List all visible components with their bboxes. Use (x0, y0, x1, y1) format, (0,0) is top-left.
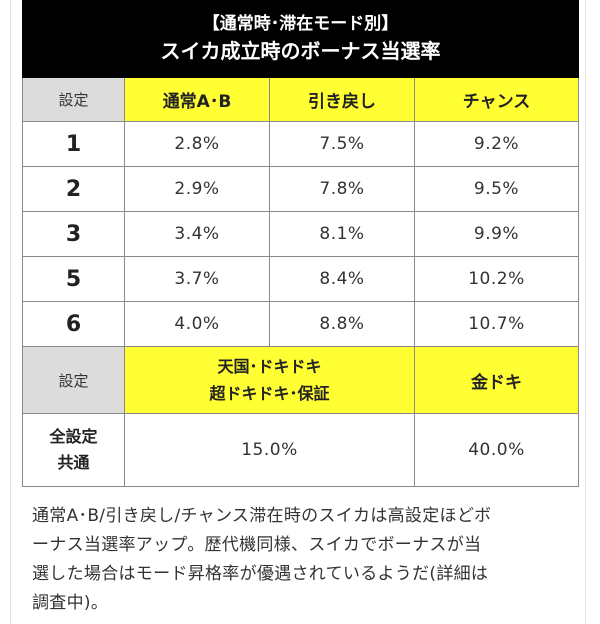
header-normal-ab: 通常A･B (124, 77, 270, 122)
header-tengoku-line-2: 超ドキドキ･保証 (209, 384, 330, 403)
table-row: 全設定 共通 15.0% 40.0% (22, 413, 579, 487)
header-chance: チャンス (414, 77, 579, 122)
bonus-rate-table: 【通常時･滞在モード別】 スイカ成立時のボーナス当選率 設定 通常A･B 引き戻… (22, 0, 579, 487)
all-settings-line-1: 全設定 (49, 427, 98, 446)
note-paragraph: 通常A･B/引き戻し/チャンス滞在時のスイカは高設定ほどボ ーナス当選率アップ。… (32, 502, 572, 618)
header-hikimodoshi: 引き戻し (269, 77, 415, 122)
title-line-1: 【通常時･滞在モード別】 (202, 14, 399, 34)
cell-value: 10.7% (414, 301, 579, 347)
row-setting: 6 (22, 301, 125, 347)
row-setting: 1 (22, 121, 125, 167)
table-row: 6 4.0% 8.8% 10.7% (22, 301, 579, 347)
cell-value: 10.2% (414, 256, 579, 302)
table-row: 2 2.9% 7.8% 9.5% (22, 166, 579, 212)
cell-value: 3.7% (124, 256, 270, 302)
row-setting: 3 (22, 211, 125, 257)
cell-value: 7.5% (269, 121, 415, 167)
table-row: 3 3.4% 8.1% 9.9% (22, 211, 579, 257)
note-line: 通常A･B/引き戻し/チャンス滞在時のスイカは高設定ほどボ (32, 506, 492, 526)
cell-value: 9.5% (414, 166, 579, 212)
table-row: 5 3.7% 8.4% 10.2% (22, 256, 579, 302)
header-tengoku-chodokidoki: 天国･ドキドキ 超ドキドキ･保証 (124, 346, 415, 414)
title-line-2: スイカ成立時のボーナス当選率 (160, 39, 441, 63)
cell-value: 3.4% (124, 211, 270, 257)
cell-value: 9.2% (414, 121, 579, 167)
cell-value: 15.0% (124, 413, 415, 487)
header-setting: 設定 (22, 77, 125, 122)
cell-value: 8.4% (269, 256, 415, 302)
cell-value: 9.9% (414, 211, 579, 257)
cell-value: 8.8% (269, 301, 415, 347)
cell-value: 8.1% (269, 211, 415, 257)
table-row: 1 2.8% 7.5% 9.2% (22, 121, 579, 167)
header-tengoku-line-1: 天国･ドキドキ (217, 357, 322, 376)
row-setting: 5 (22, 256, 125, 302)
note-line: ーナス当選率アップ。歴代機同様、スイカでボーナスが当 (32, 535, 482, 555)
row-setting: 2 (22, 166, 125, 212)
table-title: 【通常時･滞在モード別】 スイカ成立時のボーナス当選率 (22, 0, 579, 78)
cell-value: 2.8% (124, 121, 270, 167)
cell-value: 4.0% (124, 301, 270, 347)
cell-value: 2.9% (124, 166, 270, 212)
cell-value: 7.8% (269, 166, 415, 212)
header-kin-doki: 金ドキ (414, 346, 579, 414)
row-all-settings: 全設定 共通 (22, 413, 125, 487)
note-line: 調査中)。 (32, 593, 109, 613)
all-settings-line-2: 共通 (57, 453, 90, 472)
cell-value: 40.0% (414, 413, 579, 487)
header-setting-2: 設定 (22, 346, 125, 414)
note-line: 選した場合はモード昇格率が優遇されているようだ(詳細は (32, 564, 489, 584)
